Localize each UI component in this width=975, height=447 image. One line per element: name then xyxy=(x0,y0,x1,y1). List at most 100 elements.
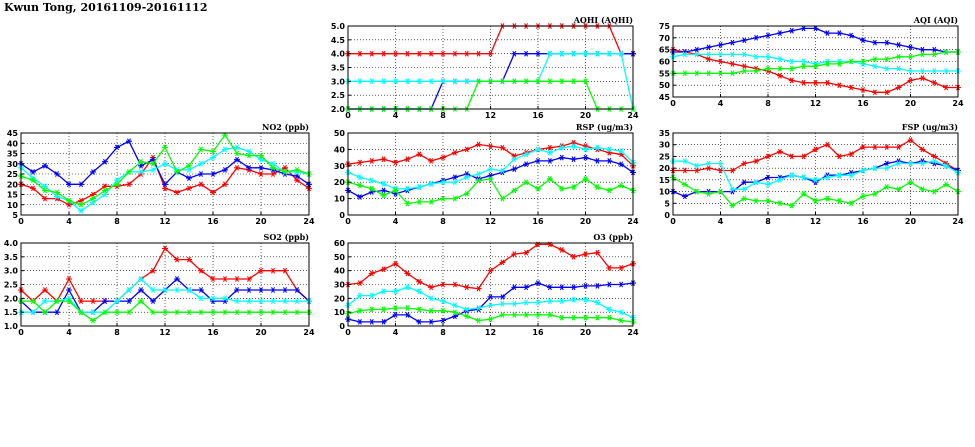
chart-no2-ytick-label: 45 xyxy=(7,129,19,138)
chart-no2-series-red-point xyxy=(30,185,36,192)
chart-no2-series-blue-point xyxy=(30,169,36,175)
chart-o3-xtick-label: 16 xyxy=(532,328,544,337)
chart-rsp-ytick-label: 0 xyxy=(339,211,345,220)
chart-so2-series-blue-point xyxy=(270,287,276,293)
chart-so2-series-cyan-point xyxy=(150,287,156,293)
chart-aqi-series-red-point xyxy=(907,77,914,84)
chart-aqi-xtick-label: 24 xyxy=(952,99,964,108)
chart-aqi-series-cyan-point xyxy=(729,51,736,58)
chart-aqhi-series-green-point xyxy=(582,78,589,85)
chart-so2-series-cyan-point xyxy=(210,295,216,302)
chart-o3-series-blue-point xyxy=(392,312,399,318)
chart-aqi-series-green-point xyxy=(919,51,926,58)
chart-aqhi-series-cyan-point xyxy=(404,78,411,85)
chart-fsp-xtick-label: 20 xyxy=(905,217,917,226)
chart-so2-series-red-point xyxy=(174,256,180,263)
chart-aqi-series-blue-point xyxy=(883,39,890,46)
chart-fsp-series-blue-point xyxy=(765,174,771,181)
chart-fsp-series-green-point xyxy=(860,193,866,200)
chart-o3-series-red-point xyxy=(356,280,363,286)
chart-no2-series-red-point xyxy=(174,189,180,196)
chart-aqhi-series-red-point xyxy=(380,50,387,57)
chart-so2-ytick-label: 4.0 xyxy=(4,239,19,248)
chart-so2-ytick-label: 3.5 xyxy=(4,253,19,262)
chart-no2-series-green-point xyxy=(150,160,156,167)
chart-aqi-series-green-point xyxy=(824,61,831,67)
chart-rsp-series-cyan-point xyxy=(594,144,601,151)
chart-o3-series-green-point xyxy=(546,312,553,318)
chart-aqhi-series-green-point xyxy=(570,78,577,85)
chart-fsp-ytick-label: 0 xyxy=(664,211,670,220)
chart-aqi-series-red-point xyxy=(788,77,795,84)
chart-so2-series-cyan-point xyxy=(222,295,228,302)
chart-so2-series-red-point xyxy=(162,245,168,252)
chart-aqhi-series-blue-point xyxy=(535,50,541,57)
chart-so2-xtick-label: 12 xyxy=(159,328,170,337)
chart-o3-title: O3 (ppb) xyxy=(593,232,633,242)
chart-aqi-series-cyan-point xyxy=(776,56,783,62)
chart-aqi-series-green-point xyxy=(705,70,712,77)
chart-rsp-series-blue-point xyxy=(594,158,601,164)
chart-so2-xtick-label: 20 xyxy=(255,328,267,337)
chart-fsp-series-green-point xyxy=(848,200,855,207)
chart-so2-series-green-point xyxy=(246,309,252,316)
chart-aqi-series-blue-point xyxy=(895,42,902,48)
chart-o3-series-red-point xyxy=(511,251,518,257)
chart-fsp-series-red-point xyxy=(717,167,724,174)
chart-so2-series-green-point xyxy=(258,309,264,316)
chart-no2-ytick-label: 5 xyxy=(12,211,18,220)
chart-o3-series-blue-point xyxy=(570,284,577,291)
chart-aqi-series-red-point xyxy=(717,58,724,65)
chart-fsp-series-green-point xyxy=(729,202,736,209)
chart-no2-series-green-point xyxy=(30,177,36,183)
chart-no2-series-blue-point xyxy=(114,144,120,151)
chart-aqi-series-blue-point xyxy=(776,30,783,36)
chart-aqi-series-blue-point xyxy=(836,30,843,36)
chart-no2-series-blue-point xyxy=(126,138,132,145)
chart-no2-series-cyan-point xyxy=(198,160,204,167)
chart-o3-series-green-point xyxy=(416,306,423,313)
chart-aqhi-series-red-point xyxy=(451,50,458,57)
chart-no2-series-blue-point xyxy=(234,156,240,163)
chart-rsp-series-red-point xyxy=(380,156,387,163)
chart-rsp-series-cyan-point xyxy=(451,179,458,186)
chart-aqi-series-green-point xyxy=(800,63,807,70)
chart-aqhi-series-cyan-point xyxy=(368,78,375,85)
chart-aqi-xtick-label: 20 xyxy=(905,99,917,108)
chart-no2-series-cyan-point xyxy=(234,144,240,151)
chart-aqi-series-cyan-point xyxy=(788,58,795,65)
chart-aqhi-series-red-point xyxy=(463,50,470,57)
chart-no2-series-cyan-point xyxy=(78,208,84,214)
chart-o3-series-cyan-point xyxy=(523,299,530,306)
chart-no2-series-blue-point xyxy=(66,181,72,188)
chart-aqhi-series-red-point xyxy=(404,50,411,57)
chart-o3: O3 (ppb) 0 4 8 12 16 20 24 0 10 20 30 40 50 60 xyxy=(334,232,639,337)
chart-fsp-series-green-point xyxy=(776,200,783,207)
chart-rsp-series-cyan-point xyxy=(535,146,541,153)
chart-fsp-series-green-point xyxy=(895,186,902,193)
chart-rsp-series-red-point xyxy=(582,143,589,149)
chart-aqi-series-blue-point xyxy=(729,39,736,46)
chart-aqi-series-green-point xyxy=(741,68,748,74)
chart-no2-xtick-label: 4 xyxy=(66,217,72,226)
chart-rsp-series-green-point xyxy=(487,176,494,182)
chart-fsp-series-cyan-point xyxy=(895,160,902,167)
chart-fsp-series-green-point xyxy=(741,195,748,202)
chart-no2-series-green-point xyxy=(138,158,144,165)
chart-aqi-xtick-label: 0 xyxy=(670,99,676,108)
chart-no2-ytick-label: 15 xyxy=(7,191,19,200)
chart-o3-series-green-point xyxy=(463,313,470,320)
chart-fsp-series-red-point xyxy=(681,167,688,174)
chart-fsp-ytick-label: 5 xyxy=(664,199,670,208)
chart-aqi-series-red-point xyxy=(871,89,878,96)
chart-aqhi-series-green-point xyxy=(487,78,494,85)
chart-no2-series-blue-point xyxy=(90,169,96,175)
chart-aqhi-series-cyan-point xyxy=(558,50,565,57)
chart-no2-series-blue-point xyxy=(198,171,204,177)
chart-no2-xtick-label: 24 xyxy=(303,217,315,226)
chart-rsp-series-green-point xyxy=(440,195,446,202)
chart-so2-series-red-point xyxy=(66,276,72,282)
chart-no2-title: NO2 (ppb) xyxy=(262,122,309,132)
chart-rsp-series-cyan-point xyxy=(606,146,613,153)
chart-aqi-series-blue-point xyxy=(860,37,866,44)
